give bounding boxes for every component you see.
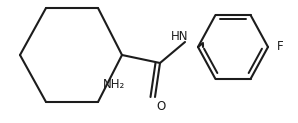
Text: HN: HN	[171, 31, 189, 44]
Text: O: O	[156, 100, 166, 114]
Text: F: F	[277, 40, 283, 54]
Text: NH₂: NH₂	[103, 78, 125, 92]
